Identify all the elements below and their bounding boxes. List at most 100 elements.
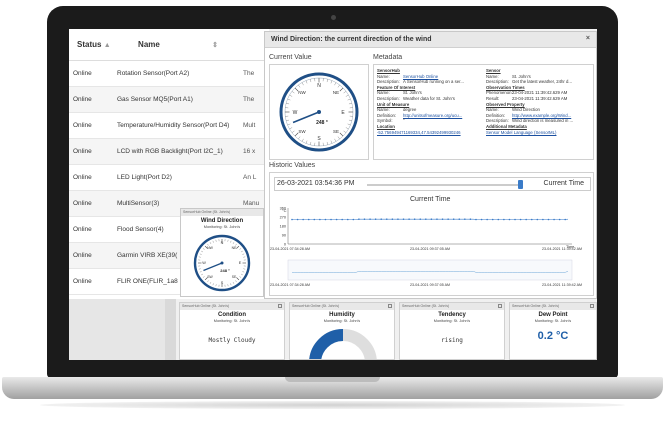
uom-link[interactable]: http://unitsofmeasure.org/ucu...: [403, 112, 463, 118]
compass-tick: [348, 119, 352, 121]
expand-icon[interactable]: [388, 304, 392, 308]
table-row[interactable]: Online Flood Sensor(4): [69, 217, 269, 243]
svg-text:E: E: [239, 261, 242, 265]
data-point: [530, 218, 533, 221]
column-header-status[interactable]: Status ▲: [77, 40, 111, 49]
scrollbar[interactable]: [165, 299, 176, 360]
svg-text:N: N: [221, 241, 224, 245]
table-body: Online Rotation Sensor(Port A2) The Online G…: [69, 61, 269, 295]
data-point: [564, 218, 567, 221]
status-cell: Online: [73, 226, 92, 233]
compass-tick: [345, 94, 349, 97]
table-row[interactable]: Online Temperature/Humidity Sensor(Port D…: [69, 113, 269, 139]
close-icon[interactable]: ×: [585, 35, 590, 42]
svg-text:NW: NW: [207, 246, 213, 250]
compass-tick: [298, 136, 301, 140]
sensorml-link[interactable]: Sensor Model Language (SensorML): [486, 129, 557, 135]
compass-tick: [239, 276, 242, 278]
data-point: [542, 218, 544, 221]
table-row[interactable]: Online FLIR ONE(FLIR_1a8: [69, 269, 269, 295]
dew-point-card[interactable]: SensorHub Online (St. John's) Dew Point …: [509, 302, 597, 360]
data-point: [536, 218, 539, 221]
compass-tick: [240, 273, 243, 276]
compass-gauge: N NE E SE S SW W NW 248 °: [279, 72, 359, 152]
condition-card[interactable]: SensorHub Online (St. John's) Condition …: [179, 302, 285, 360]
tendency-title: Tendency: [438, 312, 466, 318]
historic-values-panel: 26-03-2021 03:54:36 PM Current Time Curr…: [269, 172, 594, 296]
svg-text:SW: SW: [207, 275, 213, 279]
data-point: [391, 218, 394, 220]
compass-tick: [227, 284, 229, 287]
compass-tick: [230, 240, 232, 243]
data-point: [385, 218, 388, 220]
data-point: [413, 218, 416, 220]
dialog-title: Wind Direction: the current direction of…: [271, 36, 432, 43]
table-row[interactable]: Online Rotation Sensor(Port A2) The: [69, 61, 269, 87]
compass-tick: [232, 242, 235, 245]
data-point: [402, 218, 405, 220]
compass-tick: [301, 138, 304, 142]
compass-tick: [215, 239, 217, 242]
overview-navigator[interactable]: [287, 259, 573, 281]
table-row[interactable]: Online LED Light(Port D2) An L: [69, 165, 269, 191]
compass-tick: [310, 141, 312, 145]
table-row[interactable]: Online Gas Sensor MQ5(Port A1) The: [69, 87, 269, 113]
sort-asc-icon[interactable]: ▲: [103, 42, 111, 49]
compass-tick: [232, 281, 235, 284]
expand-icon[interactable]: [498, 304, 502, 308]
slider-track[interactable]: [367, 184, 523, 186]
data-point: [525, 218, 527, 221]
humidity-title: Humidity: [329, 312, 355, 318]
slider-handle[interactable]: [517, 180, 523, 189]
overview-x-tick-label: 23-04-2021 11:39:42 AM: [542, 283, 582, 287]
svg-text:S: S: [221, 281, 224, 285]
compass-ne-label: NE: [333, 90, 339, 95]
name-cell: LED Light(Port D2): [117, 174, 172, 181]
table-row[interactable]: Online LCD with RGB Backlight(Port I2C_1)…: [69, 139, 269, 165]
data-point: [380, 218, 383, 220]
compass-tick: [207, 243, 209, 246]
compass-tick: [337, 136, 340, 140]
location-link[interactable]: -52.756949471169334,47.54392499930246: [377, 129, 461, 135]
data-point: [341, 218, 343, 221]
property-link[interactable]: http://www.example.org/Wind...: [512, 112, 572, 118]
data-point: [296, 218, 299, 221]
column-header-name[interactable]: Name ⇕: [138, 40, 218, 49]
wind-card-title: Wind Direction: [200, 218, 244, 224]
compass-w-label: W: [293, 110, 298, 116]
sort-icon[interactable]: ⇕: [212, 42, 218, 49]
svg-text:NE: NE: [232, 246, 237, 250]
wind-card-header: SensorHub Online (St. John's): [181, 209, 263, 216]
compass-tick: [242, 271, 245, 273]
compass-tick: [287, 98, 291, 101]
svg-text:SE: SE: [232, 275, 237, 279]
compass-tick: [236, 245, 240, 249]
y-tick-label: 0: [284, 242, 286, 246]
sensorhub-link[interactable]: SensorHub Online: [403, 73, 439, 79]
compass-tick: [212, 240, 214, 243]
compass-tick: [291, 130, 295, 133]
data-point: [464, 218, 466, 220]
data-point: [363, 218, 366, 220]
y-tick-label: 90: [282, 233, 286, 237]
compass-tick: [199, 271, 202, 273]
compass-tick: [215, 284, 217, 287]
humidity-gauge-fill: [309, 329, 344, 359]
data-point: [346, 218, 349, 221]
tendency-value: rising: [441, 337, 463, 344]
name-cell: Flood Sensor(4): [117, 226, 164, 233]
x-tick-label: 23-04-2021 11:39:42 AM: [542, 247, 582, 251]
compass-tick: [347, 98, 351, 101]
tendency-card[interactable]: SensorHub Online (St. John's) Tendency M…: [399, 302, 505, 360]
expand-icon[interactable]: [278, 304, 282, 308]
expand-icon[interactable]: [590, 304, 594, 308]
laptop-shadow: [40, 401, 625, 409]
compass-tick: [239, 248, 242, 250]
humidity-card[interactable]: SensorHub Online (St. John's) Humidity M…: [289, 302, 395, 360]
compass-tick: [301, 82, 304, 86]
wind-direction-card[interactable]: SensorHub Online (St. John's) Wind Direc…: [180, 208, 264, 297]
data-point: [519, 218, 522, 221]
data-point: [335, 218, 338, 221]
compass-tick: [339, 132, 344, 137]
compass-tick: [199, 253, 202, 255]
